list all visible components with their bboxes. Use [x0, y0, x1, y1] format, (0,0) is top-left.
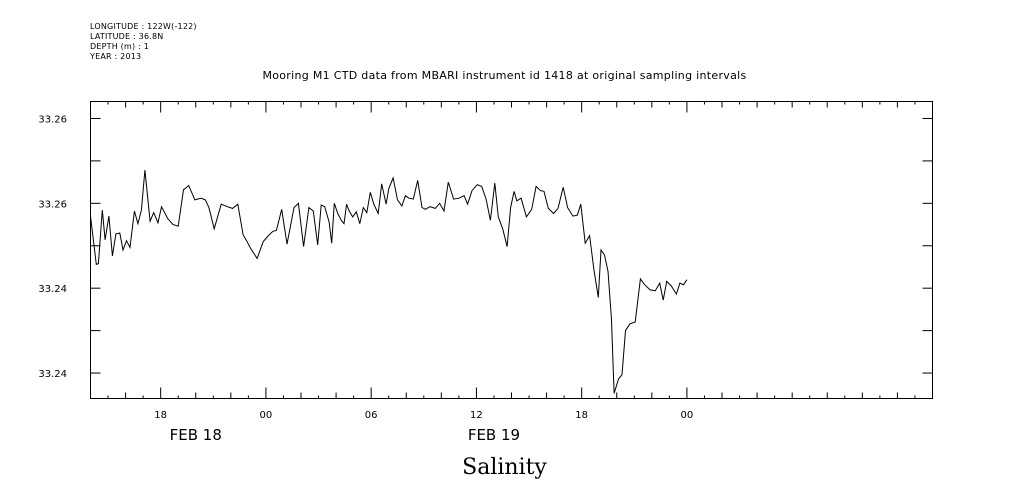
date-label: FEB 18 [170, 426, 222, 444]
year-text: YEAR : 2013 [90, 52, 142, 61]
x-tick-label: 18 [154, 410, 167, 421]
y-tick-label: 33.24 [38, 284, 67, 295]
plot-frame [90, 101, 933, 399]
depth-text: DEPTH (m) : 1 [90, 42, 149, 51]
x-tick-label: 12 [470, 410, 483, 421]
series-group [90, 170, 688, 394]
x-tick-label: 06 [365, 410, 378, 421]
latitude-text: LATITUDE : 36.8N [90, 32, 164, 41]
x-tick-label: 18 [575, 410, 588, 421]
y-tick-label: 33.26 [38, 114, 67, 125]
axis-labels: 33.24 33.24 33.26 33.26 18 00 06 12 18 00 FEB 18 FE… [38, 114, 693, 444]
y-tick-label: 33.26 [38, 199, 67, 210]
axis-ticks [90, 101, 933, 399]
chart-title: Mooring M1 CTD data from MBARI instrumen… [262, 69, 747, 82]
date-label: FEB 19 [468, 426, 520, 444]
x-tick-label: 00 [260, 410, 273, 421]
variable-label: Salinity [462, 455, 547, 480]
x-tick-label: 00 [681, 410, 694, 421]
salinity-series-line [90, 170, 688, 394]
metadata-block: LONGITUDE : 122W(-122) LATITUDE : 36.8N … [90, 22, 197, 62]
y-tick-label: 33.24 [38, 369, 67, 380]
longitude-text: LONGITUDE : 122W(-122) [90, 22, 197, 31]
